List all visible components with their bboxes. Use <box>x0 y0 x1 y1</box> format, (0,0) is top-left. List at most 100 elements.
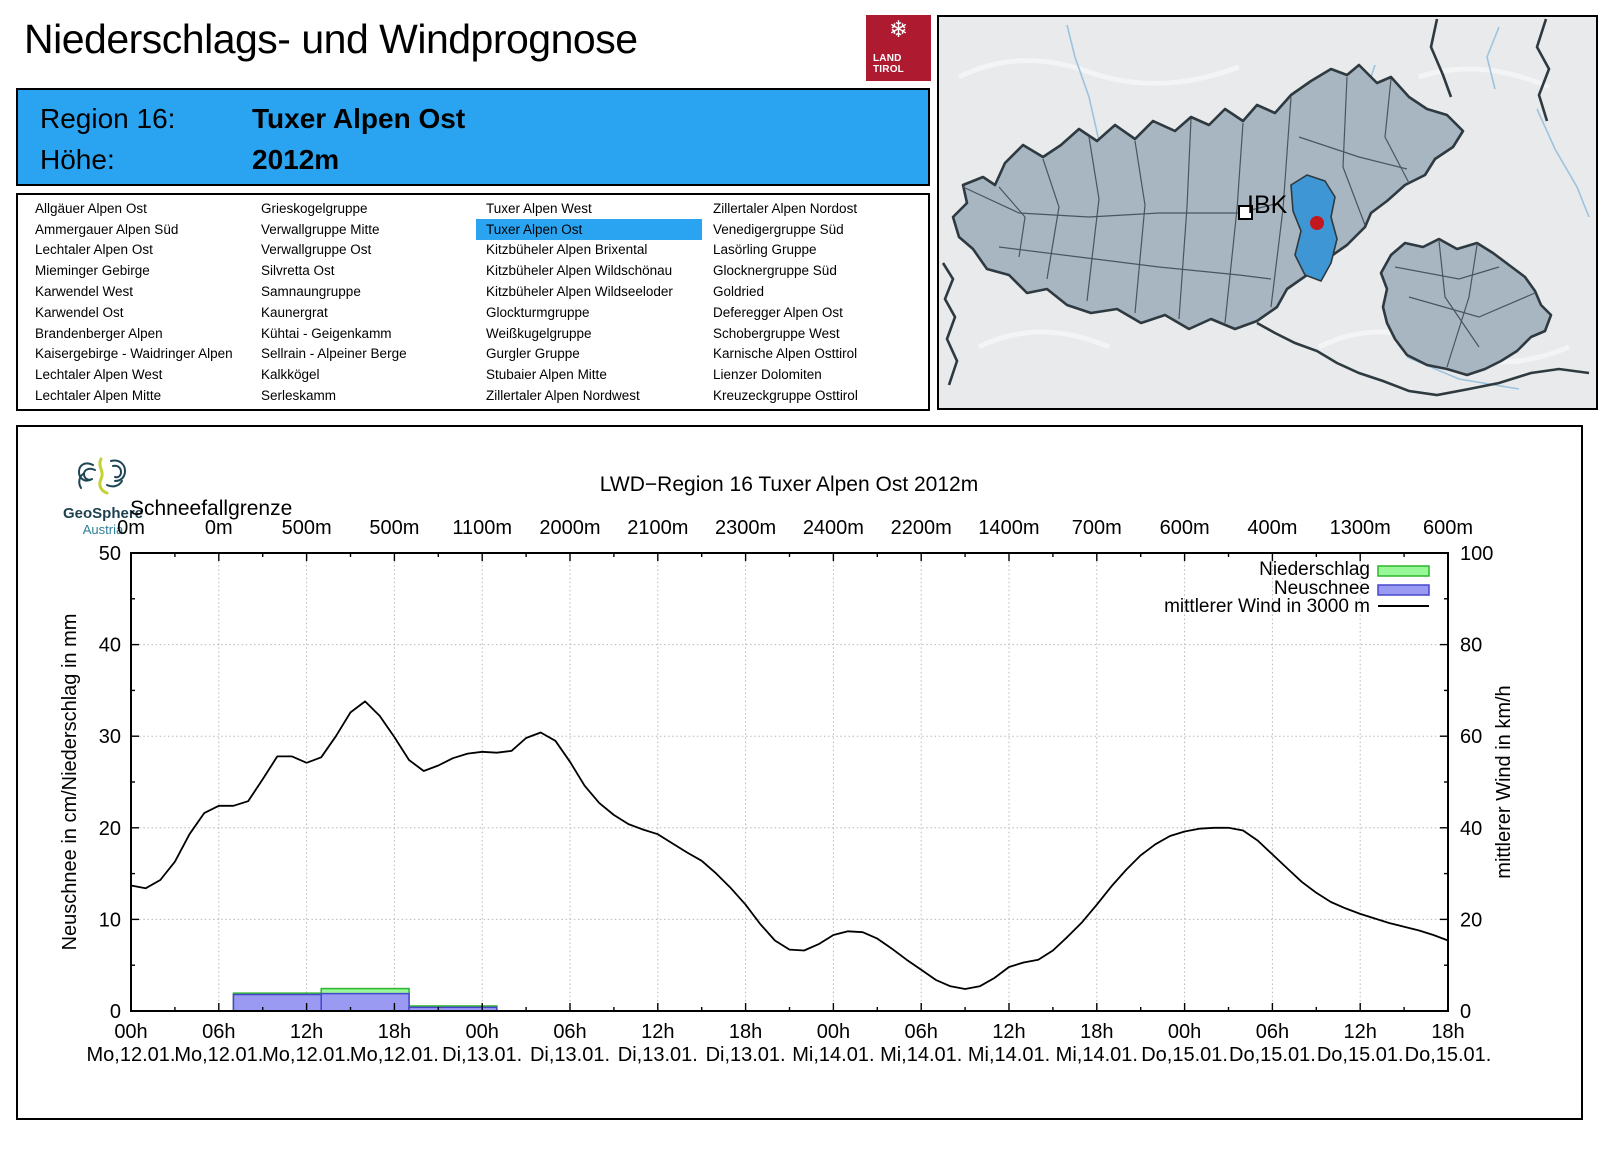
region-list-item[interactable]: Karnische Alpen Osttirol <box>713 346 858 362</box>
region-list-column: Tuxer Alpen West Tuxer Alpen Ost Kitzbühel… <box>476 198 702 406</box>
region-list-item[interactable]: Karwendel West <box>35 284 134 300</box>
x-tick-time-label: 18h <box>1431 1021 1464 1043</box>
region-list-item[interactable]: Stubaier Alpen Mitte <box>486 367 607 383</box>
altitude-label: Höhe: <box>40 144 115 175</box>
region-list-item[interactable]: Weißkugelgruppe <box>486 325 592 341</box>
map-region-north-tirol[interactable] <box>951 63 1465 331</box>
region-list-item[interactable]: Tuxer Alpen West <box>486 200 592 216</box>
region-list-item[interactable]: Zillertaler Alpen Nordwest <box>486 388 640 404</box>
snowline-value: 1400m <box>978 517 1039 539</box>
snowline-value: 500m <box>282 517 332 539</box>
logo-line1: LAND <box>873 53 902 64</box>
new-snow-bar <box>320 992 410 1012</box>
x-tick-date-label: Mo,12.01. <box>350 1044 439 1066</box>
region-list-item[interactable]: Glocknergruppe Süd <box>713 263 837 279</box>
region-list-item[interactable]: Allgäuer Alpen Ost <box>35 200 147 216</box>
map-city-label: IBK <box>1247 191 1288 219</box>
x-tick-date-label: Do,15.01. <box>1229 1044 1316 1066</box>
region-list-item-selected[interactable]: Tuxer Alpen Ost <box>476 218 702 240</box>
x-tick-time-label: 06h <box>905 1021 938 1043</box>
region-list-item[interactable]: Lasörling Gruppe <box>713 242 817 258</box>
region-list-item[interactable]: Kühtai - Geigenkamm <box>261 325 392 341</box>
right-axis-tick-label: 80 <box>1460 635 1482 657</box>
legend-label-wind: mittlerer Wind in 3000 m <box>1164 596 1370 617</box>
region-list-item[interactable]: Zillertaler Alpen Nordost <box>713 200 858 216</box>
region-list-column: Allgäuer Alpen Ost Ammergauer Alpen Süd Le… <box>25 198 251 406</box>
x-tick-time-label: 00h <box>1168 1021 1201 1043</box>
map-station-marker <box>1310 216 1324 230</box>
left-axis-tick-label: 20 <box>99 818 121 840</box>
region-list-item[interactable]: Schobergruppe West <box>713 325 840 341</box>
map-national-borders <box>941 18 1590 397</box>
region-list-item[interactable]: Lechtaler Alpen West <box>35 367 163 383</box>
region-list-item[interactable]: Serleskamm <box>261 388 337 404</box>
x-tick-date-label: Di,13.01. <box>618 1044 698 1066</box>
region-list-item[interactable]: Grieskogelgruppe <box>261 200 368 216</box>
x-tick-time-label: 06h <box>553 1021 586 1043</box>
new-snow-bar <box>232 993 322 1012</box>
land-tirol-logo-text: LAND TIROL <box>873 53 904 75</box>
region-list-item[interactable]: Ammergauer Alpen Süd <box>35 221 179 237</box>
region-list-item[interactable]: Silvretta Ost <box>261 263 335 279</box>
region-list-item[interactable]: Verwallgruppe Ost <box>261 242 372 258</box>
region-list-column: Grieskogelgruppe Verwallgruppe Mitte Verwa… <box>251 198 477 406</box>
region-list-item[interactable]: Kreuzeckgruppe Osttirol <box>713 388 858 404</box>
snowline-value: 0m <box>117 517 145 539</box>
right-axis-title: mittlerer Wind in km/h <box>1493 685 1515 878</box>
region-list-item[interactable]: Karwendel Ost <box>35 304 124 320</box>
region-list-item[interactable]: Deferegger Alpen Ost <box>713 304 843 320</box>
region-list-item[interactable]: Goldried <box>713 284 765 300</box>
region-list-item[interactable]: Brandenberger Alpen <box>35 325 163 341</box>
page-title: Niederschlags- und Windprognose <box>24 16 638 62</box>
snowline-value: 1100m <box>452 517 512 539</box>
x-tick-date-label: Mo,12.01. <box>262 1044 351 1066</box>
region-list: Allgäuer Alpen Ost Ammergauer Alpen Süd Le… <box>16 193 930 411</box>
region-list-item[interactable]: Sellrain - Alpeiner Berge <box>261 346 407 362</box>
right-axis-tick-label: 60 <box>1460 726 1482 748</box>
geosphere-icon <box>77 457 127 495</box>
region-list-item[interactable]: Mieminger Gebirge <box>35 263 150 279</box>
altitude-value: 2012m <box>252 144 340 175</box>
x-tick-date-label: Mo,12.01. <box>87 1044 176 1066</box>
snowline-value: 600m <box>1423 517 1473 539</box>
map-subregion-borders-east <box>1394 240 1536 368</box>
forecast-chart-panel: GeoSphere Austria 00h Mo,12.01. 0m 06h Mo,12… <box>16 425 1583 1120</box>
x-tick-date-label: Mi,14.01. <box>880 1044 962 1066</box>
snowflake-icon: ❄ <box>888 16 909 42</box>
legend-label-neuschnee: Neuschnee <box>1274 578 1370 599</box>
region-list-item[interactable]: Lechtaler Alpen Ost <box>35 242 153 258</box>
x-tick-time-label: 12h <box>641 1021 674 1043</box>
region-list-item[interactable]: Lienzer Dolomiten <box>713 367 822 383</box>
x-tick-date-label: Mi,14.01. <box>1056 1044 1138 1066</box>
left-axis-title: Neuschnee in cm/Niederschlag in mm <box>59 614 81 951</box>
region-list-item[interactable]: Gurgler Gruppe <box>486 346 580 362</box>
right-axis-tick-label: 40 <box>1460 818 1482 840</box>
region-list-item[interactable]: Kitzbüheler Alpen Wildschönau <box>486 263 673 279</box>
region-label: Region 16: <box>40 103 176 134</box>
region-list-item[interactable]: Kitzbüheler Alpen Wildseeloder <box>486 284 673 300</box>
snowline-value: 2300m <box>715 517 776 539</box>
region-list-item[interactable]: Kitzbüheler Alpen Brixental <box>486 242 648 258</box>
legend-swatch-niederschlag <box>1377 565 1430 577</box>
x-tick-time-label: 00h <box>817 1021 850 1043</box>
region-list-item[interactable]: Lechtaler Alpen Mitte <box>35 388 162 404</box>
snowline-value: 2000m <box>539 517 600 539</box>
snowline-value: 1300m <box>1330 517 1391 539</box>
region-list-item[interactable]: Samnaungruppe <box>261 284 361 300</box>
snowline-value: 700m <box>1072 517 1122 539</box>
x-tick-date-label: Mo,12.01. <box>174 1044 263 1066</box>
snowline-value: 600m <box>1160 517 1210 539</box>
chart-title: LWD−Region 16 Tuxer Alpen Ost 2012m <box>600 473 978 496</box>
left-axis-tick-label: 50 <box>99 543 121 565</box>
x-tick-date-label: Do,15.01. <box>1317 1044 1404 1066</box>
x-tick-time-label: 12h <box>1344 1021 1377 1043</box>
region-list-column: Zillertaler Alpen Nordost Venedigergruppe… <box>703 198 929 406</box>
region-list-item[interactable]: Kaunergrat <box>261 304 328 320</box>
region-list-item[interactable]: Verwallgruppe Mitte <box>261 221 380 237</box>
x-tick-time-label: 18h <box>378 1021 411 1043</box>
region-list-item[interactable]: Kaisergebirge - Waidringer Alpen <box>35 346 233 362</box>
right-axis-tick-label: 0 <box>1460 1001 1471 1023</box>
region-list-item[interactable]: Kalkkögel <box>261 367 320 383</box>
region-list-item[interactable]: Glockturmgruppe <box>486 304 590 320</box>
region-list-item[interactable]: Venedigergruppe Süd <box>713 221 844 237</box>
